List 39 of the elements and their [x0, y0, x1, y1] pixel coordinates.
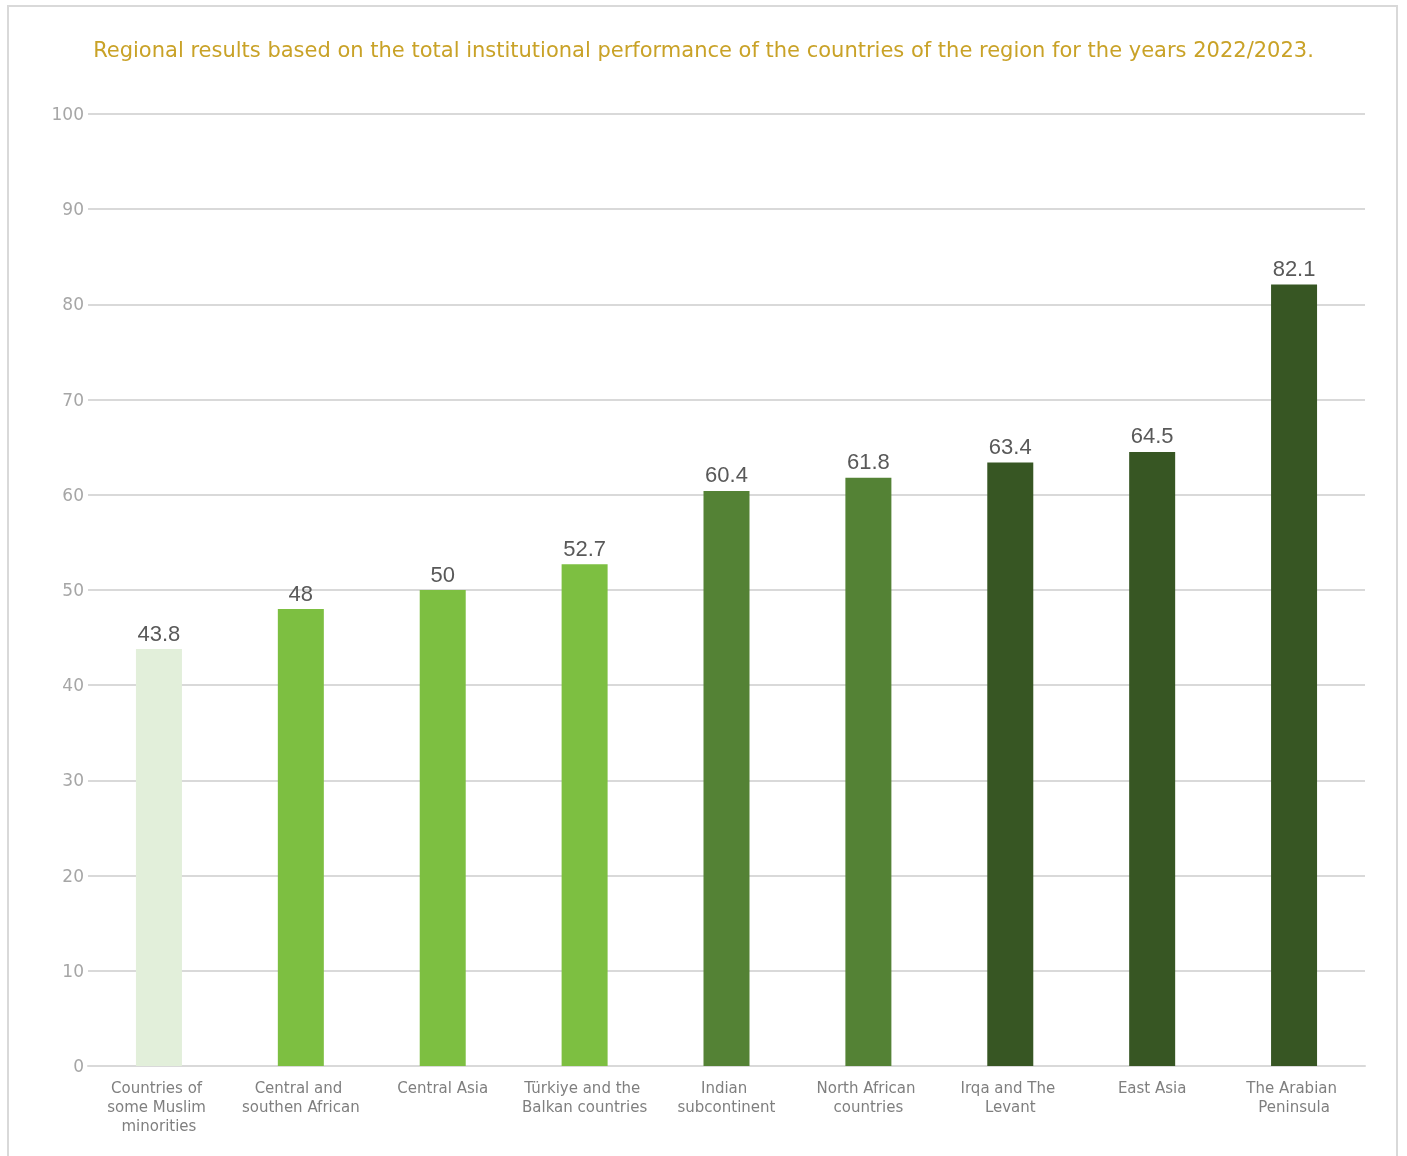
- y-tick-label: 50: [62, 580, 84, 600]
- x-tick-label: Central Asia: [397, 1078, 489, 1097]
- y-tick-label: 80: [62, 294, 84, 315]
- data-label: 52.7: [563, 535, 607, 561]
- data-label: 63.4: [988, 433, 1032, 459]
- x-tick-label: Irqa and The Levant: [960, 1078, 1061, 1116]
- bar: [135, 649, 182, 1066]
- bar: [561, 564, 608, 1066]
- x-tick-label: Türkiye and the Balkan countries: [521, 1078, 648, 1116]
- x-tick-label: Indian subcontinent: [677, 1078, 776, 1116]
- data-label: 50: [430, 561, 455, 587]
- x-tick-label: East Asia: [1117, 1078, 1187, 1097]
- y-tick-label: 10: [62, 960, 84, 981]
- bar: [277, 609, 324, 1066]
- bar: [1271, 284, 1318, 1066]
- y-tick-label: 20: [62, 865, 84, 886]
- bar: [419, 590, 466, 1066]
- data-label: 61.8: [846, 449, 890, 475]
- x-tick-label: Central and southen African: [241, 1078, 360, 1116]
- y-tick-label: 90: [62, 199, 84, 220]
- data-label: 64.5: [1130, 423, 1174, 449]
- data-label: 82.1: [1272, 255, 1316, 281]
- y-tick-label: 70: [62, 389, 84, 410]
- chart-title: Regional results based on the total institutional performance of the countries of the region for the years 2022/2023.: [93, 37, 1314, 62]
- y-tick-label: 100: [51, 104, 84, 124]
- data-label: 48: [288, 580, 314, 606]
- bar: [1129, 451, 1176, 1066]
- y-tick-label: 0: [73, 1056, 84, 1076]
- bar: [703, 490, 750, 1066]
- x-tick-label: Countries of some Muslim minorities: [107, 1078, 211, 1135]
- x-tick-label: The Arabian Peninsula: [1245, 1078, 1342, 1116]
- y-tick-label: 30: [62, 770, 84, 791]
- data-label: 60.4: [705, 462, 748, 488]
- bar: [987, 462, 1034, 1066]
- bar: [845, 477, 892, 1066]
- x-tick-label: North African countries: [816, 1078, 921, 1116]
- y-tick-label: 60: [62, 484, 84, 505]
- data-label: 43.8: [137, 620, 181, 646]
- y-tick-label: 40: [62, 675, 84, 696]
